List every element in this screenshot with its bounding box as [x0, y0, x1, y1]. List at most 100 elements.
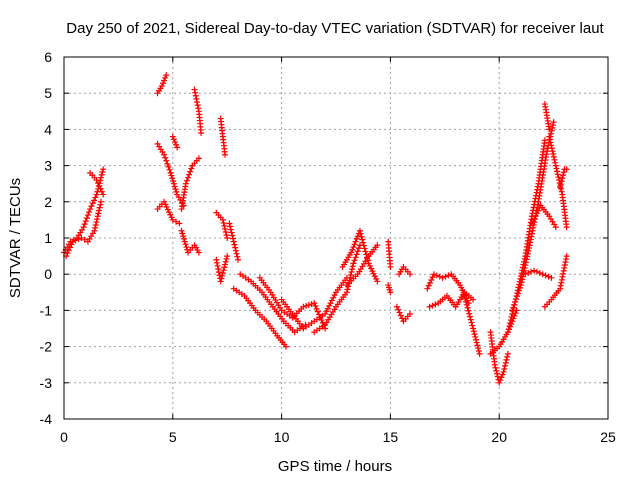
- data-point: [194, 102, 201, 109]
- data-point: [183, 244, 190, 251]
- data-point: [188, 165, 195, 172]
- data-point: [314, 308, 321, 315]
- x-tick-label: 5: [169, 429, 177, 445]
- data-point: [524, 250, 531, 257]
- data-point: [224, 253, 231, 260]
- data-point: [180, 235, 187, 242]
- data-point: [424, 285, 431, 292]
- data-point: [525, 247, 532, 254]
- data-point: [549, 148, 556, 155]
- data-point: [305, 301, 312, 308]
- data-point: [182, 241, 189, 248]
- data-point: [347, 271, 354, 278]
- data-point: [67, 244, 74, 251]
- y-axis-label: SDTVAR / TECUs: [7, 178, 24, 298]
- data-point: [64, 250, 71, 257]
- data-point: [308, 301, 315, 308]
- data-point: [559, 175, 566, 182]
- data-point: [476, 350, 483, 357]
- data-point: [560, 172, 567, 179]
- segment-s25: [393, 303, 413, 325]
- data-point: [352, 238, 359, 245]
- data-point: [187, 168, 194, 175]
- data-point: [374, 242, 381, 249]
- data-point: [68, 241, 75, 248]
- data-point: [167, 169, 174, 176]
- data-point: [499, 371, 506, 378]
- data-point: [169, 216, 176, 223]
- data-point: [282, 343, 289, 350]
- data-point: [355, 245, 362, 252]
- data-point: [465, 307, 472, 314]
- data-point: [463, 301, 470, 308]
- segment-s4: [154, 72, 170, 97]
- data-point: [331, 292, 338, 299]
- data-point: [548, 274, 555, 281]
- data-point: [548, 142, 555, 149]
- data-point: [550, 151, 557, 158]
- data-point: [69, 238, 76, 245]
- data-point: [95, 210, 102, 217]
- data-point: [521, 264, 528, 271]
- segment-s28: [461, 292, 483, 357]
- data-point: [509, 307, 516, 314]
- data-point: [358, 233, 365, 240]
- data-point: [100, 191, 107, 198]
- data-point: [349, 246, 356, 253]
- data-point: [169, 133, 176, 140]
- segment-s7: [169, 133, 181, 151]
- data-point: [93, 219, 100, 226]
- segment-s8: [178, 155, 202, 213]
- data-point: [560, 169, 567, 176]
- data-point: [522, 262, 529, 269]
- y-tick-label: 5: [44, 85, 52, 101]
- data-point: [81, 236, 88, 243]
- data-point: [223, 231, 230, 238]
- data-point: [229, 232, 236, 239]
- data-point: [94, 216, 101, 223]
- data-point: [82, 218, 89, 225]
- data-point: [219, 216, 226, 223]
- segment-s10: [191, 86, 205, 137]
- data-point: [322, 311, 329, 318]
- data-point: [507, 317, 514, 324]
- data-point: [173, 141, 180, 148]
- data-point: [178, 227, 185, 234]
- segment-s2: [63, 198, 104, 260]
- data-point: [475, 345, 482, 352]
- data-point: [231, 241, 238, 248]
- data-point: [519, 276, 526, 283]
- segment-s37: [541, 253, 570, 310]
- data-point: [224, 235, 231, 241]
- data-point: [213, 256, 220, 263]
- segment-s17: [256, 274, 329, 332]
- data-point: [84, 212, 91, 219]
- data-point: [557, 181, 564, 188]
- data-point: [194, 98, 201, 105]
- data-point: [98, 171, 105, 178]
- data-point: [170, 180, 177, 187]
- segment-s20: [339, 227, 381, 285]
- data-point: [72, 237, 79, 244]
- data-point: [504, 353, 511, 360]
- data-point: [558, 188, 565, 195]
- data-point: [228, 229, 235, 236]
- data-point: [232, 247, 239, 254]
- data-point: [173, 218, 180, 225]
- data-point: [550, 119, 557, 126]
- data-point: [497, 377, 504, 384]
- segment-s22: [385, 238, 394, 270]
- segment-s33: [541, 101, 553, 133]
- data-point: [348, 269, 355, 276]
- data-point: [461, 292, 468, 299]
- data-point: [361, 245, 368, 252]
- y-tick-label: -4: [40, 411, 53, 427]
- data-point: [430, 271, 437, 278]
- data-point: [89, 200, 96, 207]
- data-point: [498, 374, 505, 381]
- data-point: [328, 297, 335, 304]
- data-point: [428, 276, 435, 283]
- data-point: [222, 228, 229, 235]
- data-point: [311, 300, 318, 307]
- y-tick-label: 2: [44, 194, 52, 210]
